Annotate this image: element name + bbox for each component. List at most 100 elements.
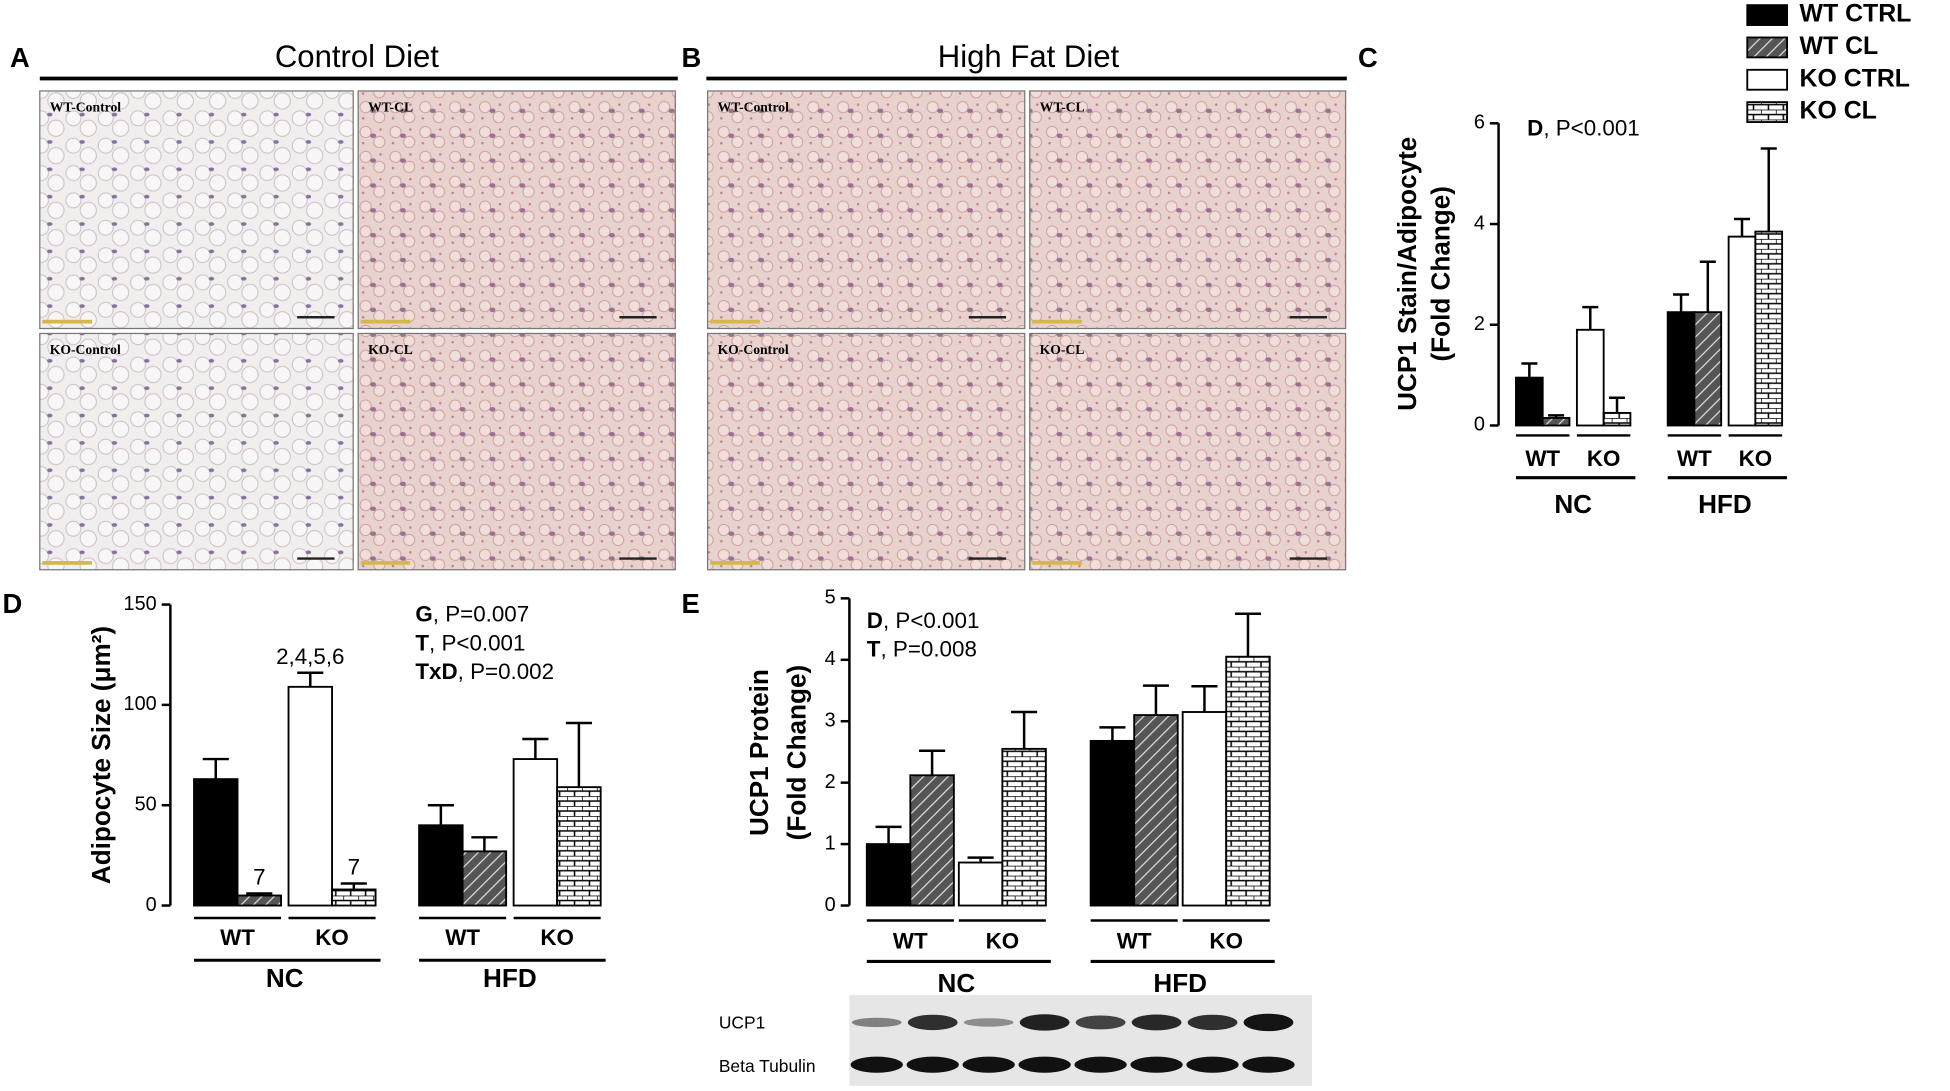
panel-title: Control Diet [275,39,439,74]
stat-annotation: T, P<0.001 [415,630,525,655]
bar [1602,411,1632,427]
error-bar [919,749,946,776]
error-bar [1548,414,1565,418]
image-label: KO-CL [368,342,413,357]
image-footer [1032,319,1082,324]
image-label: KO-CL [1040,342,1085,357]
y-tick-label: 0 [146,894,157,916]
bar [236,894,282,907]
error-bar [340,882,367,890]
stat-annotation: D, P<0.001 [1527,115,1640,140]
band [906,1056,959,1073]
error-bar [565,721,592,788]
subgroup-label: WT [220,925,255,950]
error-bar [1582,305,1599,330]
y-tick-label: 1 [825,832,836,854]
category-label: HFD [1698,489,1752,519]
legend-label: WT CL [1800,32,1879,60]
stat-term: G [415,602,432,627]
bar [1225,655,1271,907]
stat-annotation: TxD, P=0.002 [415,659,554,684]
subgroup-label: WT [1117,929,1152,954]
subgroup-label: KO [1587,446,1621,471]
y-axis-label: (Fold Change) [781,665,811,841]
stat-value: , P=0.008 [880,636,976,661]
legend-swatch [1746,36,1789,59]
y-tick-label: 6 [1474,112,1485,134]
subgroup-label: WT [893,929,928,954]
error-bar [297,671,324,687]
panel-label: D [2,588,22,619]
y-tick-label: 150 [124,593,157,615]
panel-label: A [10,42,30,73]
micrograph [39,332,354,571]
bar [331,888,377,907]
subgroup-label: KO [1739,446,1773,471]
western-blot: UCP1 Beta Tubulin [719,995,1313,1086]
bar [909,774,955,907]
panel-label: C [1358,42,1378,73]
bar [418,824,464,907]
band [1187,1014,1238,1031]
legend-label: WT CTRL [1800,0,1912,28]
bar [1693,311,1723,427]
y-tick-label: 3 [825,709,836,731]
stat-value: , P=0.002 [458,659,554,684]
legend-swatch [1746,4,1789,26]
band [962,1056,1015,1073]
image-footer [360,319,411,324]
image-footer [710,561,760,565]
error-bar [202,757,229,780]
y-tick-label: 50 [135,793,157,815]
legend-label: KO CTRL [1800,64,1910,92]
panel-label: B [682,42,702,73]
significance-label: 7 [253,864,265,889]
band [1130,1056,1183,1073]
category-label: NC [266,963,304,993]
subgroup-label: WT [1525,446,1560,471]
band [1131,1014,1182,1031]
micrograph [706,90,1026,330]
image-label: KO-Control [50,342,121,357]
significance-label: 7 [348,854,360,879]
legend-swatch [1746,101,1789,123]
image-label: WT-CL [368,100,413,115]
y-axis-label: UCP1 Protein [744,669,774,836]
micrograph [39,90,354,330]
band [1074,1056,1127,1073]
band [1018,1056,1071,1073]
bar [1575,328,1605,427]
error-bar [1760,147,1777,232]
micrograph [1029,332,1347,571]
band [907,1014,958,1031]
bar [1666,311,1696,427]
category-label: NC [937,968,975,998]
stat-value: , P<0.001 [1543,115,1639,140]
stat-term: D [1527,115,1543,140]
error-bar [1011,710,1038,749]
error-bar [875,825,902,845]
stat-term: TxD [415,659,457,684]
error-bar [471,836,498,852]
bar [1001,747,1047,907]
bar [865,843,912,907]
histology: A Control Diet WT-Control WT-CL KO-Control KO… [10,39,1347,571]
image-footer [42,319,93,324]
bar [512,758,559,907]
panel-label: E [682,588,700,619]
y-axis-label: Adipocyte Size (μm²) [86,626,116,884]
y-tick-label: 2 [1474,313,1485,335]
error-bar [1142,684,1170,716]
stat-annotation: G, P=0.007 [415,602,529,627]
bar [1541,417,1571,427]
y-tick-label: 0 [1474,414,1485,436]
micrograph [706,332,1026,571]
y-tick-label: 0 [825,894,836,916]
error-bar [246,892,273,896]
error-bar [1673,293,1690,313]
image-footer [360,561,411,565]
y-tick-label: 4 [1474,212,1485,234]
image-label: WT-Control [50,100,122,115]
